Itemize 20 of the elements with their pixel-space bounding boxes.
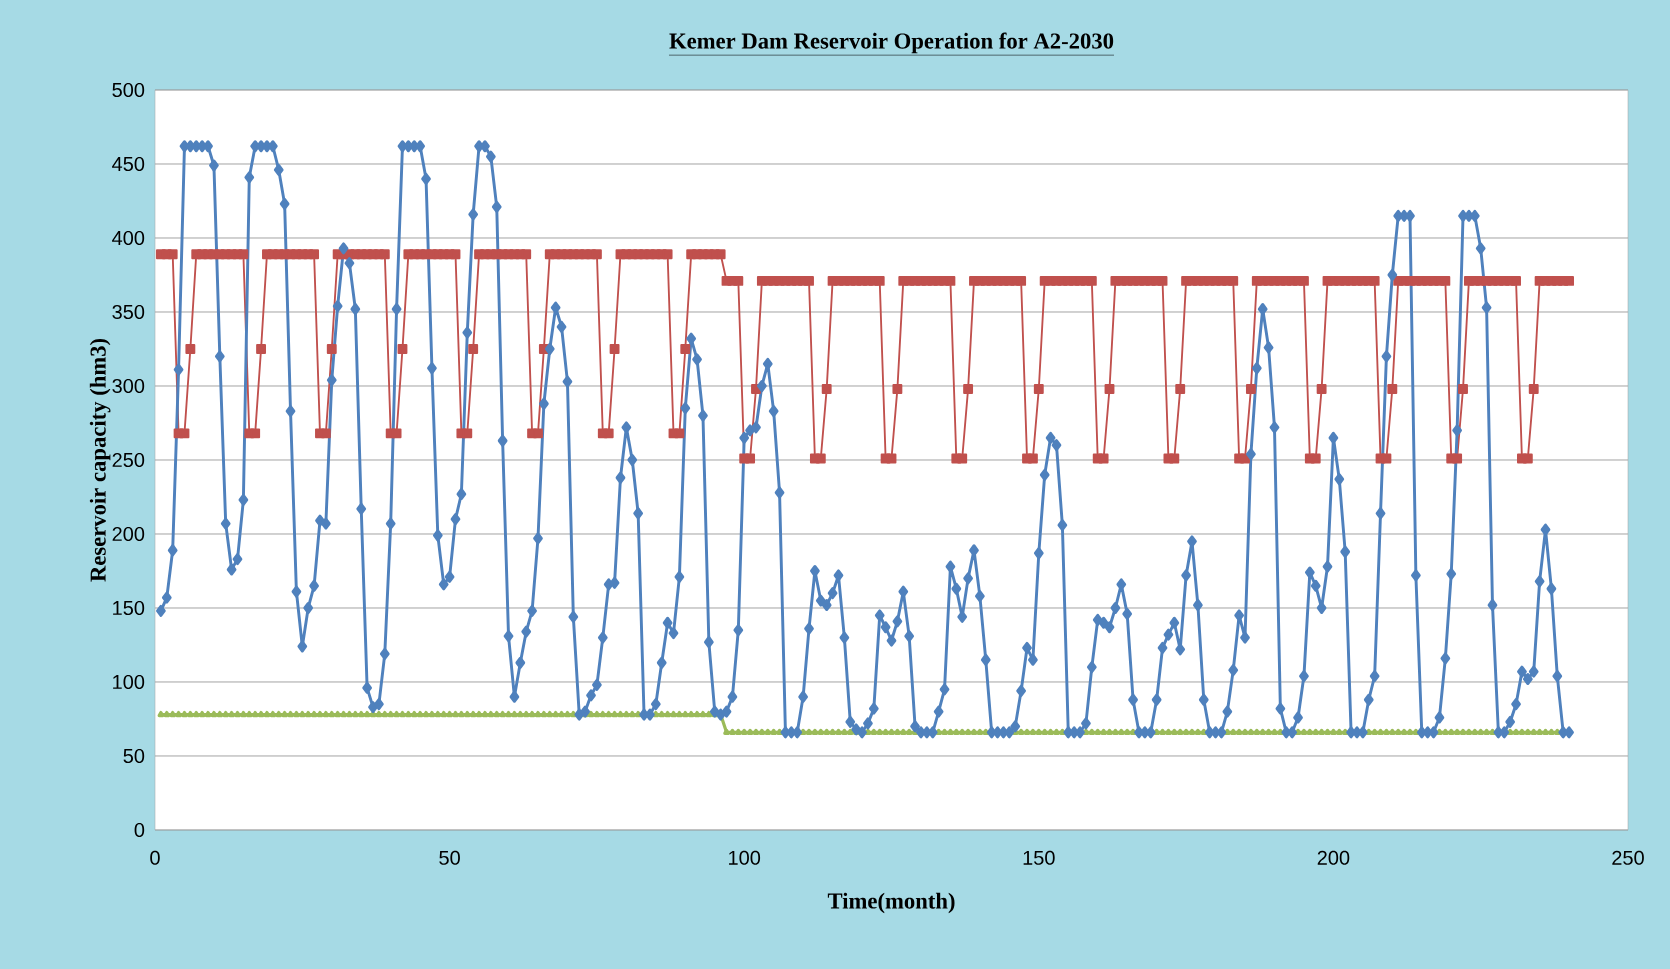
x-tick-label: 0	[150, 850, 160, 865]
y-tick-label: 500	[112, 82, 145, 98]
y-tick-label: 450	[112, 156, 145, 172]
chart-title: Kemer Dam Reservoir Operation for A2-2030	[669, 32, 1114, 54]
y-tick-label: 0	[134, 822, 145, 838]
y-tick-label: 200	[112, 526, 145, 542]
x-axis-title: Time(month)	[827, 892, 955, 914]
y-tick-label: 250	[112, 452, 145, 468]
y-tick-label: 100	[113, 674, 145, 690]
y-tick-label: 350	[112, 304, 145, 320]
x-tick-label: 150	[1023, 850, 1055, 865]
y-tick-label: 400	[112, 230, 145, 246]
x-tick-label: 50	[439, 850, 460, 865]
y-axis-title: Reservoir capacity (hm3)	[89, 338, 111, 582]
x-tick-label: 200	[1317, 850, 1350, 865]
y-tick-label: 50	[123, 748, 145, 764]
x-tick-label: 250	[1612, 850, 1644, 865]
y-tick-label: 300	[112, 378, 145, 394]
y-tick-label: 150	[113, 600, 145, 616]
x-tick-label: 100	[729, 850, 761, 865]
